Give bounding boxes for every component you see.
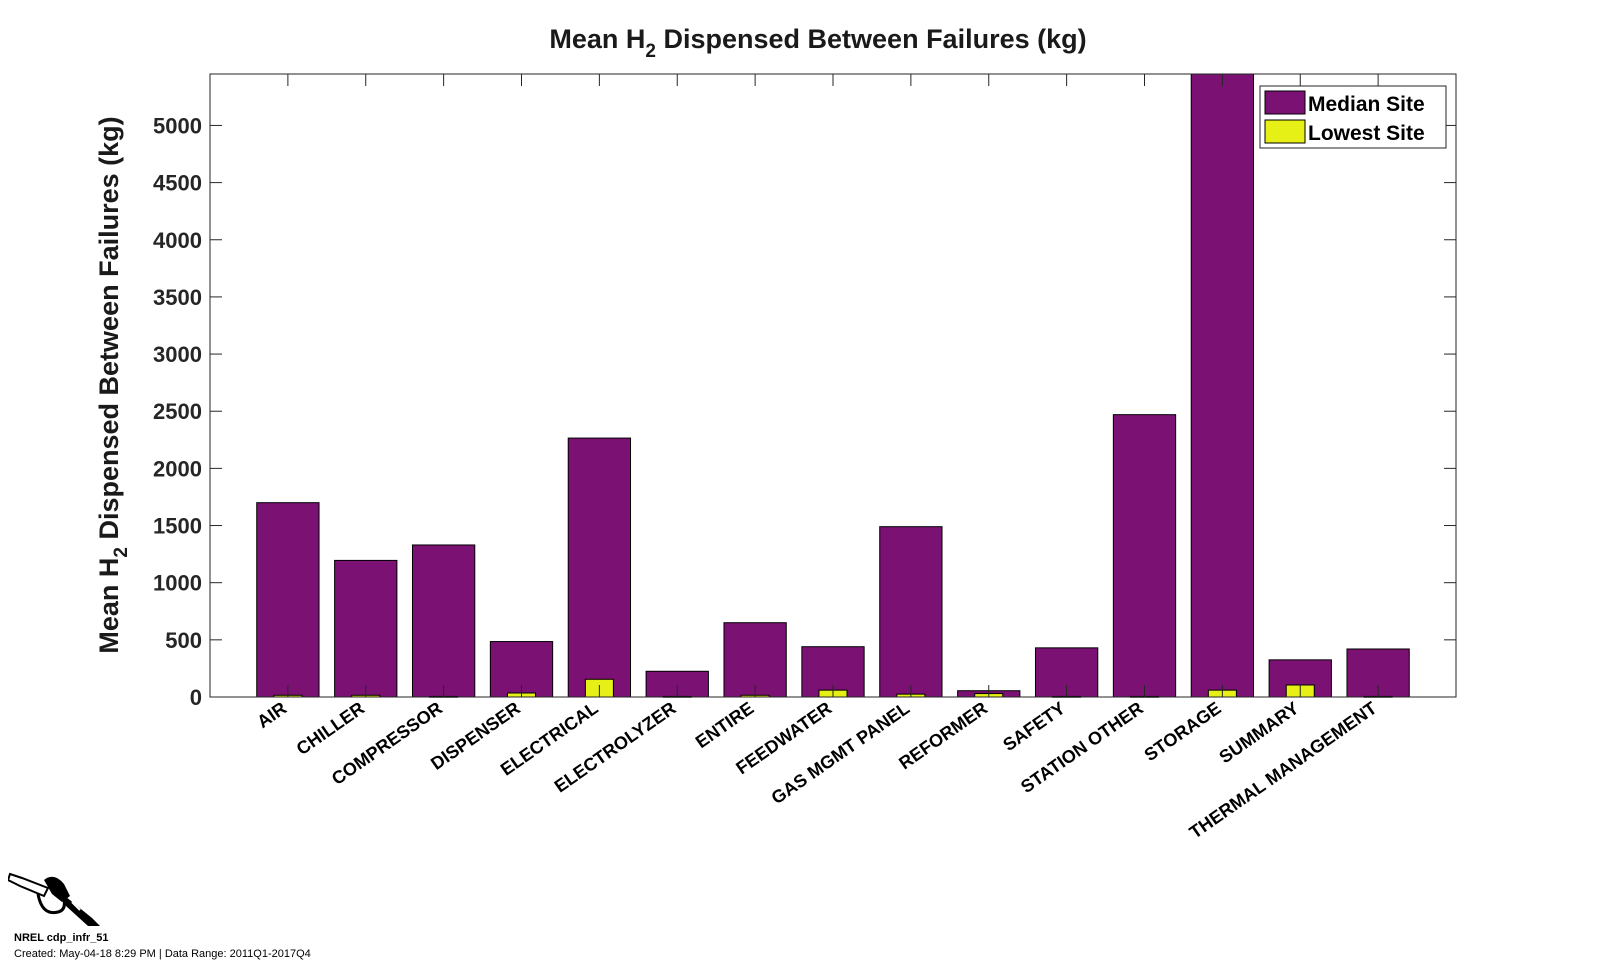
footer-created-info: Created: May-04-18 8:29 PM | Data Range:… (14, 948, 311, 960)
x-tick-label-storage: STORAGE (1141, 698, 1225, 765)
x-tick-label-entire: ENTIRE (692, 698, 758, 752)
x-tick-label-safety: SAFETY (999, 698, 1069, 755)
bar-median-site-electrical (567, 437, 632, 698)
y-tick-label: 0 (190, 685, 202, 710)
bar-median-site-gas-mgmt-panel (879, 526, 943, 698)
y-tick-label: 2500 (153, 399, 202, 424)
y-tick-label: 1500 (153, 514, 202, 539)
bar-median-site-station-other (1112, 414, 1177, 698)
y-tick-label: 500 (165, 628, 202, 653)
x-tick-label-gas-mgmt-panel: GAS MGMT PANEL (768, 698, 914, 808)
x-tick-label-air: AIR (253, 698, 290, 732)
y-tick-label: 1000 (153, 571, 202, 596)
legend-label-median-site: Median Site (1308, 93, 1425, 116)
legend: Median Site Lowest Site (1259, 85, 1447, 149)
y-tick-label: 3500 (153, 285, 202, 310)
y-tick-label: 3000 (153, 342, 202, 367)
fuel-nozzle-icon (8, 872, 100, 926)
chart-title-subscript: 2 (645, 41, 656, 62)
bar-median-site-storage (1190, 73, 1255, 698)
legend-label-lowest-site: Lowest Site (1308, 122, 1425, 145)
legend-swatch-lowest-site (1264, 119, 1306, 144)
y-tick-label: 4000 (153, 228, 202, 253)
y-axis: 0 500 1000 1500 2000 2500 3000 3500 4000 4500 5000 (153, 113, 1456, 710)
bar-median-site-compressor (411, 544, 476, 698)
y-tick-label: 2000 (153, 456, 202, 481)
median-site-bars (256, 73, 1410, 698)
legend-swatch-median-site (1264, 90, 1306, 115)
bar-median-site-air (256, 502, 320, 698)
chart-title: Mean H2 Dispensed Between Failures (kg) (549, 24, 1086, 62)
bar-median-site-chiller (334, 559, 398, 698)
y-axis-label: Mean H2 Dispensed Between Failures (kg) (94, 116, 132, 653)
y-tick-label: 5000 (153, 113, 202, 138)
y-tick-label: 4500 (153, 171, 202, 196)
y-axis-label-subscript: 2 (111, 547, 132, 558)
bar-median-site-entire (723, 622, 787, 698)
x-tick-label-chiller: CHILLER (293, 698, 368, 759)
footer-chart-id: NREL cdp_infr_51 (14, 932, 109, 944)
